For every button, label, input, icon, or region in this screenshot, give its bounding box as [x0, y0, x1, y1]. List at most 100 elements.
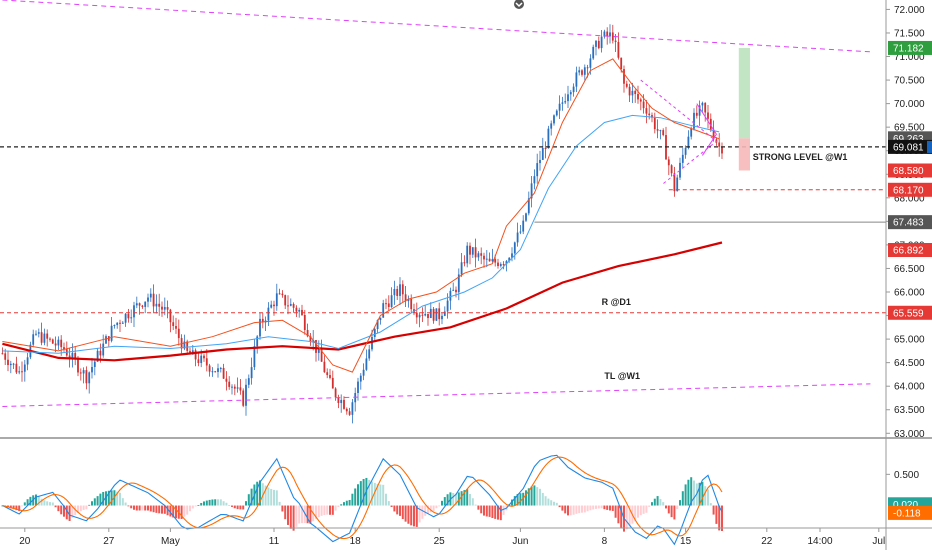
- price-tag-label: 67.483: [893, 218, 924, 229]
- macd-bar: [617, 505, 620, 524]
- candle-body: [105, 336, 107, 344]
- macd-bar: [553, 501, 555, 506]
- macd-bar: [564, 505, 567, 514]
- macd-bar: [368, 479, 371, 506]
- macd-bar: [550, 500, 553, 506]
- candle-body: [208, 365, 211, 372]
- macd-bar: [653, 498, 656, 506]
- stop-zone[interactable]: [738, 138, 750, 171]
- price-tag[interactable]: [888, 139, 932, 154]
- candle-body: [49, 338, 51, 340]
- price-tag[interactable]: [888, 215, 932, 230]
- candle-body: [721, 146, 723, 154]
- candle-body: [390, 295, 393, 308]
- candle-body: [469, 245, 471, 255]
- macd-bar: [371, 481, 373, 506]
- macd-bar: [407, 505, 410, 524]
- candle-body: [231, 386, 233, 388]
- price-axis[interactable]: 63.00063.50064.00064.50065.00065.50066.0…: [885, 0, 932, 550]
- macd-bar: [494, 505, 497, 519]
- candle-body: [292, 304, 295, 308]
- candle-body: [438, 308, 441, 320]
- price-pane[interactable]: TL @W1 STRONG LEVEL @W1 R @D1: [0, 0, 932, 439]
- candle-body: [427, 313, 429, 319]
- macd-bar: [71, 505, 74, 518]
- candle-body: [628, 86, 631, 96]
- macd-bar: [561, 505, 564, 511]
- macd-bar: [589, 505, 592, 511]
- macd-bar: [634, 505, 637, 522]
- macd-bar: [511, 499, 513, 506]
- candle-body: [236, 387, 239, 389]
- macd-pane[interactable]: [1, 454, 723, 546]
- trendline[interactable]: [2, 0, 871, 53]
- macd-bar: [233, 505, 236, 509]
- price-tag[interactable]: [888, 305, 932, 320]
- candle-body: [421, 314, 424, 316]
- candle-body: [382, 303, 385, 318]
- macd-bar: [239, 505, 242, 510]
- candle-body: [91, 366, 93, 373]
- pennant-pattern[interactable]: [696, 103, 717, 156]
- target-zone[interactable]: [738, 47, 750, 139]
- candle-body: [659, 130, 662, 132]
- macd-bar: [82, 505, 85, 510]
- candle-body: [653, 117, 656, 130]
- trendline[interactable]: [2, 383, 871, 407]
- candle-body: [617, 42, 620, 58]
- macd-bar: [222, 501, 225, 506]
- macd-bar: [35, 494, 37, 506]
- candle-body: [214, 371, 217, 373]
- chevron-down-icon[interactable]: [514, 0, 524, 9]
- macd-bar: [211, 499, 214, 506]
- candle-body: [79, 372, 82, 374]
- candle-body: [525, 213, 527, 221]
- candle-body: [379, 317, 382, 321]
- macd-bar: [278, 501, 281, 506]
- macd-bar: [264, 485, 267, 506]
- candle-body: [698, 105, 701, 116]
- level-label: R @D1: [602, 297, 631, 307]
- triangle-pattern[interactable]: [640, 79, 718, 185]
- macd-bar: [536, 487, 539, 506]
- candle-body: [88, 372, 91, 384]
- macd-bar: [477, 505, 480, 510]
- price-tag[interactable]: [888, 40, 932, 55]
- candle-body: [651, 115, 653, 118]
- macd-bar: [435, 505, 438, 509]
- price-tag[interactable]: [888, 163, 932, 178]
- candle-body: [334, 388, 337, 398]
- candle-body: [491, 259, 494, 262]
- macd-bar: [659, 499, 662, 506]
- price-tag-label: 69.263: [893, 134, 924, 145]
- candle-body: [443, 311, 446, 316]
- macd-bar: [595, 505, 597, 509]
- candle-body: [359, 375, 362, 382]
- macd-bar: [662, 502, 665, 506]
- macd-bar: [373, 482, 376, 506]
- current-price-marker: [927, 140, 932, 153]
- macd-bar: [301, 505, 303, 524]
- candle-body: [43, 333, 46, 343]
- candle-body: [687, 136, 690, 148]
- price-tag[interactable]: [888, 242, 932, 257]
- candle-body: [707, 112, 709, 119]
- macd-bar: [15, 505, 18, 511]
- macd-tag[interactable]: [888, 505, 932, 520]
- candle-body: [147, 297, 149, 302]
- macd-bar: [399, 505, 401, 516]
- candle-body: [228, 381, 231, 387]
- macd-bar: [396, 505, 399, 515]
- price-tag[interactable]: [888, 182, 932, 197]
- macd-bar: [343, 502, 345, 506]
- candle-body: [186, 341, 189, 351]
- candle-body: [441, 315, 443, 320]
- time-axis[interactable]: 20 27 May 11 18 25 Jun 8 15 22 14:00 Jul: [0, 527, 932, 547]
- candle-body: [309, 336, 312, 342]
- macd-line: [2, 454, 723, 546]
- candle-body: [63, 347, 65, 350]
- candle-body: [645, 108, 648, 114]
- candle-body: [693, 112, 695, 129]
- candle-body: [589, 58, 592, 68]
